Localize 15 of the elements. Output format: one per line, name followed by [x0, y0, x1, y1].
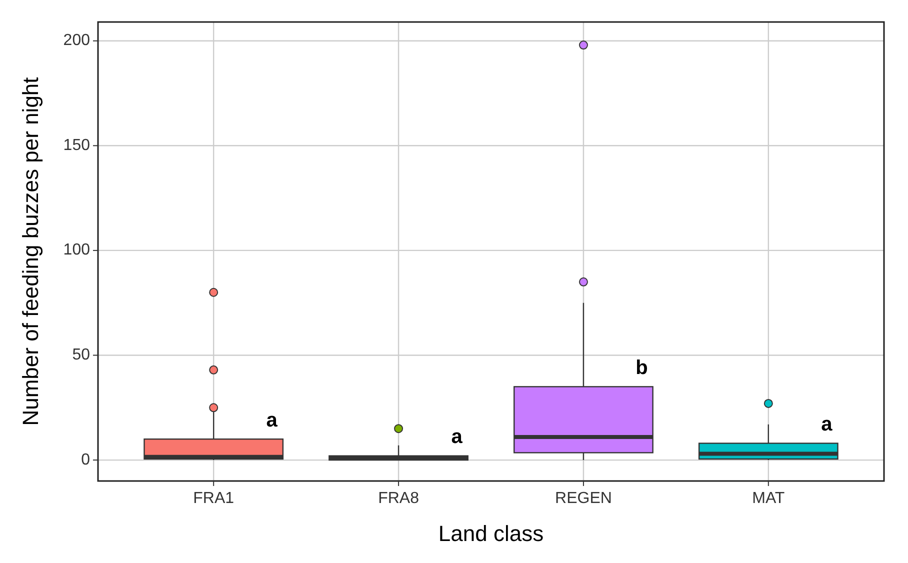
x-tick-label: MAT	[752, 490, 785, 507]
y-tick-label: 0	[81, 451, 90, 468]
annotation: a	[821, 414, 834, 436]
annotation: b	[636, 356, 648, 379]
x-tick-label: FRA1	[193, 490, 234, 507]
y-tick-label: 100	[63, 242, 90, 259]
y-tick-label: 150	[63, 136, 90, 154]
x-axis-title: Land class	[438, 521, 544, 546]
annotation: a	[266, 409, 278, 432]
y-axis-title: Number of feeding buzzes per night	[18, 77, 43, 426]
x-tick-label: REGEN	[555, 490, 612, 507]
y-tick-label: 200	[63, 32, 90, 50]
y-tick-label: 50	[72, 346, 90, 364]
annotation: a	[451, 426, 464, 448]
x-tick-label: FRA8	[378, 490, 420, 507]
